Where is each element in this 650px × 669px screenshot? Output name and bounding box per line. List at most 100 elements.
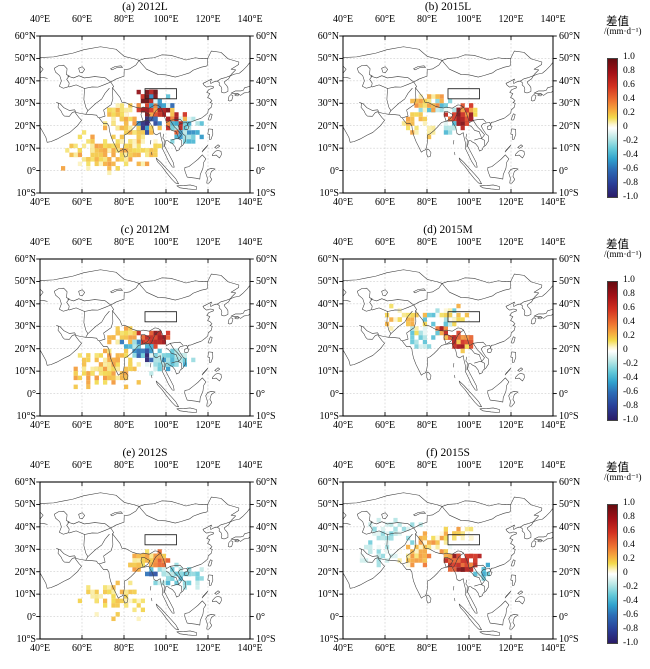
- figure-row-1: (a) 2012L 40°E 60°E 80°E 100°E 120°E 140°E 60…: [0, 0, 650, 223]
- lat-tick-label: 10°S: [559, 634, 579, 645]
- lon-tick-label: 80°E: [416, 460, 438, 471]
- colorbar-tick-label: -0.8: [623, 401, 639, 411]
- lon-tick-label: 140°E: [540, 460, 566, 471]
- lon-tick-label: 60°E: [374, 237, 396, 248]
- lon-tick-label: 40°E: [29, 460, 51, 471]
- axis-left-latitude: 60°N 50°N 40°N 30°N 20°N 10°N 0° 10°S: [0, 0, 36, 223]
- colorbar-tick-label: -0.8: [623, 178, 639, 188]
- lat-tick-label: 50°N: [14, 499, 36, 511]
- lat-tick-label: 50°N: [256, 276, 278, 288]
- lat-tick-label: 10°N: [256, 143, 278, 155]
- lon-tick-label: 120°E: [498, 197, 524, 208]
- lat-tick-label: 60°N: [317, 254, 339, 265]
- lat-tick-label: 0°: [330, 388, 339, 400]
- lat-tick-label: 40°N: [256, 75, 278, 87]
- lat-tick-label: 40°N: [559, 75, 581, 87]
- axis-left-latitude: 60°N 50°N 40°N 30°N 20°N 10°N 0° 10°S: [0, 223, 36, 446]
- figure-row-3: (e) 2012S 40°E 60°E 80°E 100°E 120°E 140°E 60…: [0, 446, 650, 669]
- lat-tick-label: 20°N: [14, 343, 36, 355]
- lat-tick-label: 10°N: [14, 143, 36, 155]
- axis-right-latitude: 60°N 50°N 40°N 30°N 20°N 10°N 0° 10°S: [256, 446, 302, 669]
- lon-tick-label: 100°E: [456, 197, 482, 208]
- lat-tick-label: 10°S: [16, 188, 36, 199]
- lat-tick-label: 30°N: [14, 321, 36, 333]
- lat-tick-label: 60°N: [317, 31, 339, 42]
- lat-tick-label: 60°N: [256, 477, 278, 488]
- highlight-box-tibetan-plateau: [144, 311, 177, 323]
- anomaly-cells: [359, 517, 490, 581]
- lon-tick-label: 120°E: [498, 643, 524, 654]
- lat-tick-label: 0°: [559, 611, 568, 623]
- lat-tick-label: 10°S: [256, 411, 276, 422]
- lon-tick-label: 120°E: [498, 420, 524, 431]
- lon-tick-label: 40°E: [29, 197, 51, 208]
- colorbar-tick-label: -0.2: [623, 359, 639, 369]
- lat-tick-label: 10°N: [559, 589, 581, 601]
- map-asia-precip-diff: [339, 35, 557, 194]
- colorbar-unit: /(mm·d⁻¹): [604, 26, 642, 36]
- lat-tick-label: 40°N: [559, 521, 581, 533]
- lon-tick-label: 40°E: [332, 237, 354, 248]
- lat-tick-label: 50°N: [559, 276, 581, 288]
- lon-tick-label: 140°E: [540, 197, 566, 208]
- lat-tick-label: 10°N: [317, 143, 339, 155]
- colorbar-tick-label: 0.2: [623, 554, 635, 564]
- colorbar-tick-label: 1.0: [623, 498, 635, 508]
- lat-tick-label: 60°N: [256, 31, 278, 42]
- lon-tick-label: 120°E: [498, 460, 524, 471]
- lon-tick-label: 140°E: [237, 460, 263, 471]
- colorbar-title: 差值: [606, 16, 629, 28]
- panel-c: (c) 2012M 40°E 60°E 80°E 100°E 120°E 140°E 60…: [0, 223, 303, 446]
- colorbar-title: 差值: [606, 239, 629, 251]
- lat-tick-label: 60°N: [317, 477, 339, 488]
- anomaly-cells: [61, 89, 204, 176]
- lat-tick-label: 50°N: [317, 276, 339, 288]
- colorbar-tick-label: 0.8: [623, 66, 635, 76]
- map-asia-precip-diff: [36, 481, 254, 640]
- highlight-box-tibetan-plateau: [447, 311, 480, 323]
- lat-tick-label: 20°N: [559, 566, 581, 578]
- lat-tick-label: 20°N: [559, 343, 581, 355]
- lat-tick-label: 20°N: [256, 343, 278, 355]
- lon-tick-label: 100°E: [153, 643, 179, 654]
- lat-tick-label: 30°N: [317, 98, 339, 110]
- axis-right-latitude: 60°N 50°N 40°N 30°N 20°N 10°N 0° 10°S: [559, 0, 605, 223]
- lat-tick-label: 50°N: [317, 53, 339, 65]
- lat-tick-label: 0°: [256, 388, 265, 400]
- lon-tick-label: 140°E: [540, 420, 566, 431]
- colorbar-tick-label: -0.4: [623, 373, 639, 383]
- colorbar-gradient: [607, 281, 618, 421]
- lon-tick-label: 120°E: [195, 237, 221, 248]
- lat-tick-label: 40°N: [14, 521, 36, 533]
- lat-tick-label: 0°: [27, 611, 36, 623]
- lon-tick-label: 40°E: [332, 643, 354, 654]
- lat-tick-label: 10°S: [16, 411, 36, 422]
- panel-title: (c) 2012M: [120, 224, 170, 236]
- lon-tick-label: 100°E: [153, 420, 179, 431]
- colorbar-gradient: [607, 504, 618, 644]
- colorbar-tick-label: 0.4: [623, 94, 635, 104]
- highlight-box-tibetan-plateau: [144, 534, 177, 546]
- lat-tick-label: 30°N: [559, 321, 581, 333]
- lon-tick-label: 140°E: [237, 643, 263, 654]
- lat-tick-label: 10°S: [319, 188, 339, 199]
- lat-tick-label: 20°N: [317, 120, 339, 132]
- lat-tick-label: 10°N: [559, 143, 581, 155]
- lat-tick-label: 40°N: [317, 521, 339, 533]
- lat-tick-label: 30°N: [317, 321, 339, 333]
- colorbar-tick-label: 0.6: [623, 303, 635, 313]
- highlight-box-tibetan-plateau: [144, 88, 177, 100]
- lon-tick-label: 60°E: [374, 14, 396, 25]
- axis-left-latitude: 60°N 50°N 40°N 30°N 20°N 10°N 0° 10°S: [303, 0, 339, 223]
- lon-tick-label: 100°E: [456, 643, 482, 654]
- colorbar-tick-label: -0.2: [623, 136, 639, 146]
- lat-tick-label: 60°N: [559, 254, 581, 265]
- lon-tick-label: 120°E: [498, 237, 524, 248]
- colorbar-tick-label: -0.4: [623, 150, 639, 160]
- colorbar-row-2: 差值 /(mm·d⁻¹) 1.0 0.8 0.6 0.4 0.2 0 -0.2 -0.4 -0.…: [604, 223, 650, 446]
- lon-tick-label: 100°E: [153, 14, 179, 25]
- lon-tick-label: 100°E: [456, 420, 482, 431]
- colorbar-tick-label: 0.6: [623, 80, 635, 90]
- lat-tick-label: 0°: [559, 165, 568, 177]
